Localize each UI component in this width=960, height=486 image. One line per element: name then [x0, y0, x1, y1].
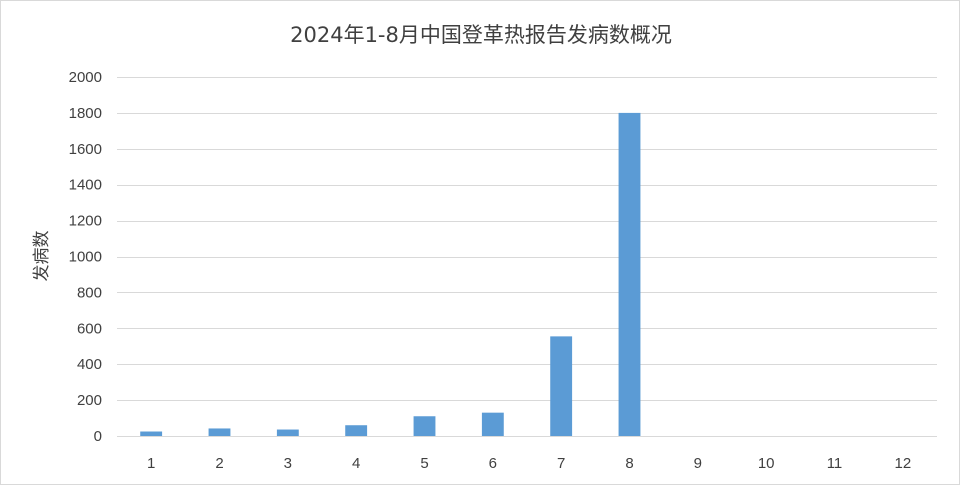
x-tick-label: 6	[489, 455, 497, 472]
bar-month-7	[550, 336, 573, 436]
y-tick-label: 1400	[69, 177, 102, 194]
y-tick-label: 0	[94, 428, 102, 445]
x-tick-labels: 1 2 3 4 5 6 7 8 9 10 11 12	[147, 455, 911, 472]
x-tick-label: 8	[625, 455, 633, 472]
y-tick-label: 1000	[69, 249, 102, 266]
x-tick-label: 4	[352, 455, 360, 472]
bar-month-2	[208, 428, 231, 436]
y-tick-label: 1800	[69, 105, 102, 122]
x-tick-label: 12	[894, 455, 911, 472]
y-tick-label: 200	[77, 392, 102, 409]
x-tick-label: 7	[557, 455, 565, 472]
bar-month-8	[618, 112, 641, 437]
chart-title: 2024年1-8月中国登革热报告发病数概况	[290, 23, 672, 47]
x-tick-label: 2	[215, 455, 223, 472]
x-tick-label: 3	[284, 455, 292, 472]
bar-month-3	[276, 429, 299, 436]
x-tick-label: 5	[420, 455, 428, 472]
y-axis-label: 发病数	[32, 231, 52, 282]
bars	[140, 112, 641, 437]
x-tick-label: 10	[758, 455, 775, 472]
bar-month-6	[481, 412, 504, 436]
x-tick-label: 11	[827, 455, 843, 472]
y-tick-label: 1200	[69, 213, 102, 230]
x-tick-label: 9	[694, 455, 702, 472]
y-tick-labels: 0 200 400 600 800 1000 1200 1400 1600 1800 2000	[69, 69, 102, 445]
bar-month-4	[345, 425, 368, 436]
y-tick-label: 600	[77, 320, 102, 337]
y-tick-label: 2000	[69, 69, 102, 86]
bar-month-1	[140, 431, 163, 436]
y-tick-label: 800	[77, 284, 102, 301]
bar-month-5	[413, 416, 436, 436]
y-tick-label: 400	[77, 356, 102, 373]
gridlines	[117, 77, 937, 401]
x-tick-label: 1	[147, 455, 155, 472]
y-tick-label: 1600	[69, 141, 102, 158]
